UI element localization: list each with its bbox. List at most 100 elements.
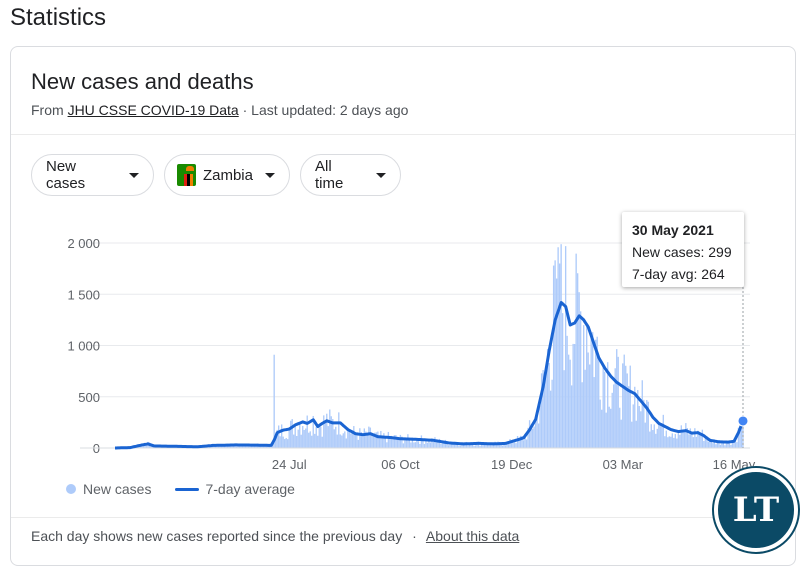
daily-bar bbox=[385, 438, 386, 448]
daily-bar bbox=[736, 442, 737, 448]
daily-bar bbox=[658, 423, 659, 448]
daily-bar bbox=[655, 434, 656, 448]
daily-bar bbox=[676, 439, 677, 448]
daily-bar bbox=[532, 429, 533, 448]
daily-bar bbox=[580, 311, 581, 448]
daily-bar bbox=[326, 414, 327, 448]
metric-dropdown[interactable]: New cases bbox=[31, 154, 154, 196]
daily-bar bbox=[700, 435, 701, 448]
daily-bar bbox=[302, 426, 303, 448]
daily-bar bbox=[589, 364, 590, 448]
daily-bar bbox=[562, 313, 563, 448]
daily-bar bbox=[715, 444, 716, 448]
daily-bar bbox=[418, 441, 419, 448]
daily-bar bbox=[301, 435, 302, 448]
daily-bar bbox=[575, 254, 576, 448]
daily-bar bbox=[344, 431, 345, 448]
daily-bar bbox=[287, 439, 288, 448]
daily-bar bbox=[434, 437, 435, 448]
daily-bar bbox=[586, 327, 587, 448]
legend-bars-label: New cases bbox=[83, 481, 151, 497]
daily-bar bbox=[452, 445, 453, 448]
country-dropdown[interactable]: Zambia bbox=[164, 154, 290, 196]
daily-bar bbox=[703, 441, 704, 448]
daily-bar bbox=[511, 443, 512, 448]
daily-bar bbox=[515, 443, 516, 448]
daily-bar bbox=[550, 391, 551, 448]
footer-note: Each day shows new cases reported since … bbox=[31, 528, 402, 544]
daily-bar bbox=[353, 426, 354, 448]
daily-bar bbox=[442, 443, 443, 448]
daily-bar bbox=[603, 367, 604, 448]
daily-bar bbox=[283, 437, 284, 448]
daily-bar bbox=[691, 434, 692, 448]
daily-bar bbox=[624, 355, 625, 448]
daily-bar bbox=[628, 386, 629, 448]
daily-bar bbox=[482, 445, 483, 448]
daily-bar bbox=[413, 442, 414, 448]
daily-bar bbox=[338, 412, 339, 448]
daily-bar bbox=[424, 444, 425, 448]
daily-bar bbox=[323, 415, 324, 448]
daily-bar bbox=[274, 355, 275, 448]
daily-bar bbox=[380, 431, 381, 448]
daily-bar bbox=[373, 435, 374, 448]
daily-bar bbox=[370, 428, 371, 448]
source-suffix: · Last updated: 2 days ago bbox=[243, 102, 409, 118]
daily-bar bbox=[340, 434, 341, 448]
daily-bar bbox=[356, 435, 357, 448]
daily-bar bbox=[723, 443, 724, 448]
daily-bar bbox=[299, 423, 300, 448]
y-tick-label: 1 000 bbox=[67, 339, 100, 354]
daily-bar bbox=[681, 425, 682, 448]
daily-bar bbox=[708, 442, 709, 448]
daily-bar bbox=[557, 247, 558, 448]
daily-bar bbox=[343, 433, 344, 448]
daily-bar bbox=[337, 435, 338, 448]
daily-bar bbox=[625, 366, 626, 448]
daily-bar bbox=[569, 360, 570, 448]
daily-bar bbox=[664, 436, 665, 448]
source-link[interactable]: JHU CSSE COVID-19 Data bbox=[68, 102, 239, 118]
daily-bar bbox=[604, 372, 605, 448]
about-data-link[interactable]: About this data bbox=[426, 528, 519, 544]
daily-bar bbox=[437, 442, 438, 448]
daily-bar bbox=[367, 435, 368, 448]
daily-bar bbox=[517, 436, 518, 448]
daily-bar bbox=[358, 440, 359, 448]
daily-bar bbox=[584, 370, 585, 448]
range-dropdown[interactable]: All time bbox=[300, 154, 401, 196]
daily-bar bbox=[398, 439, 399, 448]
daily-bar bbox=[592, 332, 593, 448]
daily-bar bbox=[281, 424, 282, 448]
daily-bar bbox=[601, 410, 602, 448]
daily-bar bbox=[619, 408, 620, 448]
daily-bar bbox=[512, 442, 513, 448]
daily-bar bbox=[574, 344, 575, 448]
daily-bar bbox=[651, 424, 652, 448]
y-tick-label: 1 500 bbox=[67, 287, 100, 302]
daily-bar bbox=[368, 427, 369, 448]
daily-bar bbox=[645, 423, 646, 448]
daily-bar bbox=[729, 443, 730, 448]
daily-bar bbox=[613, 384, 614, 448]
daily-bar bbox=[317, 436, 318, 448]
daily-bar bbox=[280, 436, 281, 448]
daily-bar bbox=[652, 430, 653, 448]
daily-bar bbox=[298, 430, 299, 448]
daily-bar bbox=[630, 366, 631, 448]
daily-bar bbox=[383, 433, 384, 448]
daily-bar bbox=[427, 443, 428, 448]
lt-watermark-logo: LT bbox=[714, 468, 798, 552]
y-tick-label: 500 bbox=[78, 390, 100, 405]
daily-bar bbox=[661, 424, 662, 448]
daily-bar bbox=[403, 443, 404, 448]
daily-bar bbox=[622, 363, 623, 448]
chart-legend: New cases 7-day average bbox=[66, 481, 295, 497]
daily-bar bbox=[320, 427, 321, 448]
daily-bar bbox=[554, 260, 555, 448]
daily-bar bbox=[621, 420, 622, 448]
x-tick-label: 24 Jul bbox=[272, 457, 307, 472]
zambia-flag-icon bbox=[177, 164, 196, 186]
daily-bar bbox=[685, 423, 686, 448]
